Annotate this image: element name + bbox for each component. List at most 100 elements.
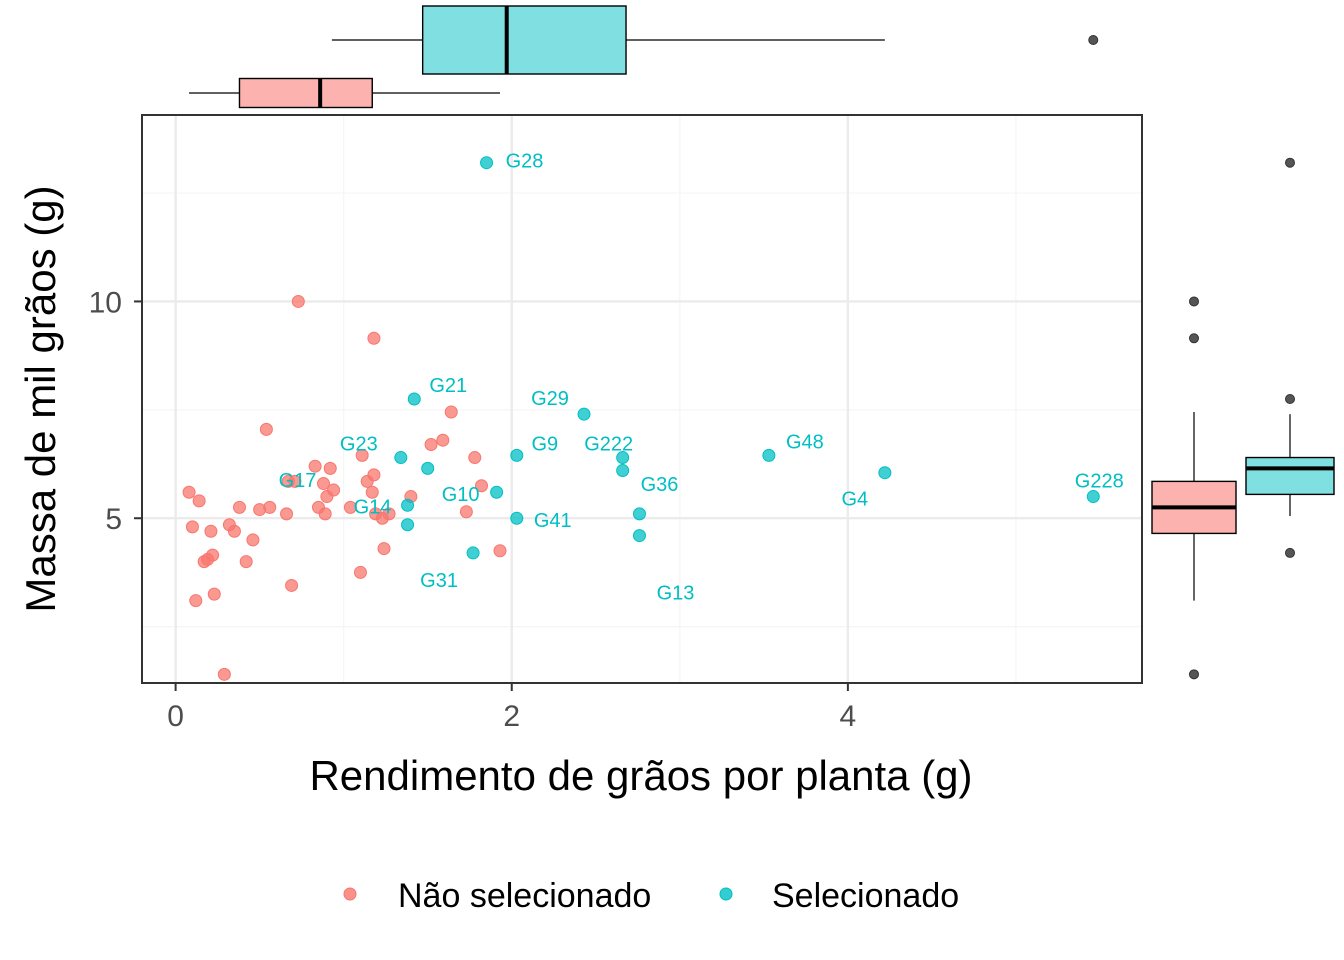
- point-label: G21: [429, 375, 467, 397]
- point-label: G14: [354, 497, 392, 519]
- point-nao-selecionado: [204, 524, 218, 538]
- y-axis-ticks: 5 10: [89, 286, 142, 536]
- legend-key-selecionado: [719, 887, 733, 901]
- point-nao-selecionado: [365, 485, 379, 499]
- point-nao-selecionado: [280, 507, 294, 521]
- y-tick-label: 10: [89, 286, 122, 319]
- x-boxplot-box: [421, 5, 627, 75]
- point-nao-selecionado: [317, 477, 331, 491]
- point-nao-selecionado: [182, 485, 196, 499]
- point-nao-selecionado: [367, 468, 381, 482]
- point-nao-selecionado: [318, 507, 332, 521]
- point-nao-selecionado: [468, 451, 482, 465]
- x-boxplot-box: [238, 77, 373, 109]
- point-label: G4: [842, 489, 869, 511]
- point-nao-selecionado: [288, 474, 302, 488]
- point-nao-selecionado: [327, 483, 341, 497]
- legend-label-nao-selecionado: Não selecionado: [398, 877, 651, 915]
- y-boxplot-selecionado: [1245, 157, 1335, 558]
- point-label: G23: [340, 434, 378, 456]
- point-nao-selecionado: [227, 524, 241, 538]
- point-selecionado: [401, 518, 415, 532]
- legend: Não selecionado Selecionado: [343, 877, 959, 915]
- point-nao-selecionado: [444, 405, 458, 419]
- point-selecionado: [616, 464, 630, 478]
- point-nao-selecionado: [217, 667, 231, 681]
- point-nao-selecionado: [192, 494, 206, 508]
- y-boxplot-box: [1245, 456, 1335, 496]
- point-selecionado: [510, 448, 524, 462]
- y-boxplot-outlier: [1189, 669, 1199, 680]
- point-nao-selecionado: [367, 331, 381, 345]
- y-marginal-boxplots: [1151, 157, 1335, 680]
- y-boxplot-outlier: [1189, 333, 1199, 344]
- y-boxplot-nao-selecionado: [1151, 296, 1237, 680]
- legend-key-nao-selecionado: [343, 887, 357, 901]
- point-selecionado: [632, 507, 646, 521]
- point-nao-selecionado: [424, 438, 438, 452]
- point-nao-selecionado: [246, 533, 260, 547]
- point-nao-selecionado: [323, 461, 337, 475]
- point-selecionado: [401, 498, 415, 512]
- point-selecionado: [1086, 490, 1100, 504]
- point-selecionado: [878, 466, 892, 480]
- point-nao-selecionado: [382, 507, 396, 521]
- point-selecionado: [466, 546, 480, 560]
- point-nao-selecionado: [232, 500, 246, 514]
- point-nao-selecionado: [308, 459, 322, 473]
- point-nao-selecionado: [285, 578, 299, 592]
- point-nao-selecionado: [207, 587, 221, 601]
- x-marginal-boxplots: [189, 5, 1099, 109]
- y-boxplot-outlier: [1285, 394, 1295, 404]
- y-boxplot-outlier: [1285, 547, 1295, 558]
- point-selecionado: [577, 407, 591, 421]
- y-tick-label: 5: [105, 503, 122, 536]
- point-nao-selecionado: [493, 544, 507, 558]
- point-selecionado: [407, 392, 421, 406]
- point-selecionado: [480, 156, 494, 170]
- point-nao-selecionado: [353, 565, 367, 579]
- point-nao-selecionado: [436, 433, 450, 447]
- point-nao-selecionado: [343, 500, 357, 514]
- point-selecionado: [510, 511, 524, 525]
- point-nao-selecionado: [459, 505, 473, 519]
- point-label: G222: [584, 434, 633, 456]
- y-axis-title: Massa de mil grãos (g): [17, 185, 64, 612]
- x-boxplot-selecionado: [331, 5, 1099, 75]
- point-label: G28: [506, 151, 544, 173]
- x-tick-label: 4: [840, 700, 857, 733]
- point-nao-selecionado: [185, 520, 199, 534]
- point-nao-selecionado: [291, 294, 305, 308]
- point-selecionado: [632, 529, 646, 543]
- point-label: G17: [279, 470, 317, 492]
- legend-label-selecionado: Selecionado: [772, 877, 959, 915]
- point-nao-selecionado: [206, 548, 220, 562]
- x-axis-ticks: 0 2 4: [167, 683, 856, 733]
- point-nao-selecionado: [239, 555, 253, 569]
- y-boxplot-outlier: [1285, 157, 1295, 168]
- scatter-points: [182, 156, 1100, 681]
- point-nao-selecionado: [377, 542, 391, 556]
- point-selecionado: [762, 448, 776, 462]
- point-selecionado: [394, 451, 408, 465]
- plot-panel-border: [141, 114, 1143, 684]
- point-label: G29: [531, 388, 569, 410]
- point-nao-selecionado: [474, 479, 488, 493]
- point-label: G10: [442, 484, 480, 506]
- point-label: G48: [786, 431, 824, 453]
- point-nao-selecionado: [355, 448, 369, 462]
- point-nao-selecionado: [263, 500, 277, 514]
- point-labels: G28 G21 G29 G23 G9 G222 G48 G4 G228 G17 G10 G36 G41 G…: [279, 151, 1124, 605]
- x-boxplot-outlier: [1088, 35, 1099, 45]
- point-nao-selecionado: [189, 594, 203, 608]
- point-label: G31: [420, 570, 458, 592]
- point-label: G36: [641, 474, 679, 496]
- x-boxplot-nao-selecionado: [189, 77, 500, 109]
- point-label: G13: [657, 583, 695, 605]
- y-boxplot-outlier: [1189, 296, 1199, 307]
- point-nao-selecionado: [259, 422, 273, 436]
- x-tick-label: 0: [167, 700, 184, 733]
- point-label: G41: [534, 510, 572, 532]
